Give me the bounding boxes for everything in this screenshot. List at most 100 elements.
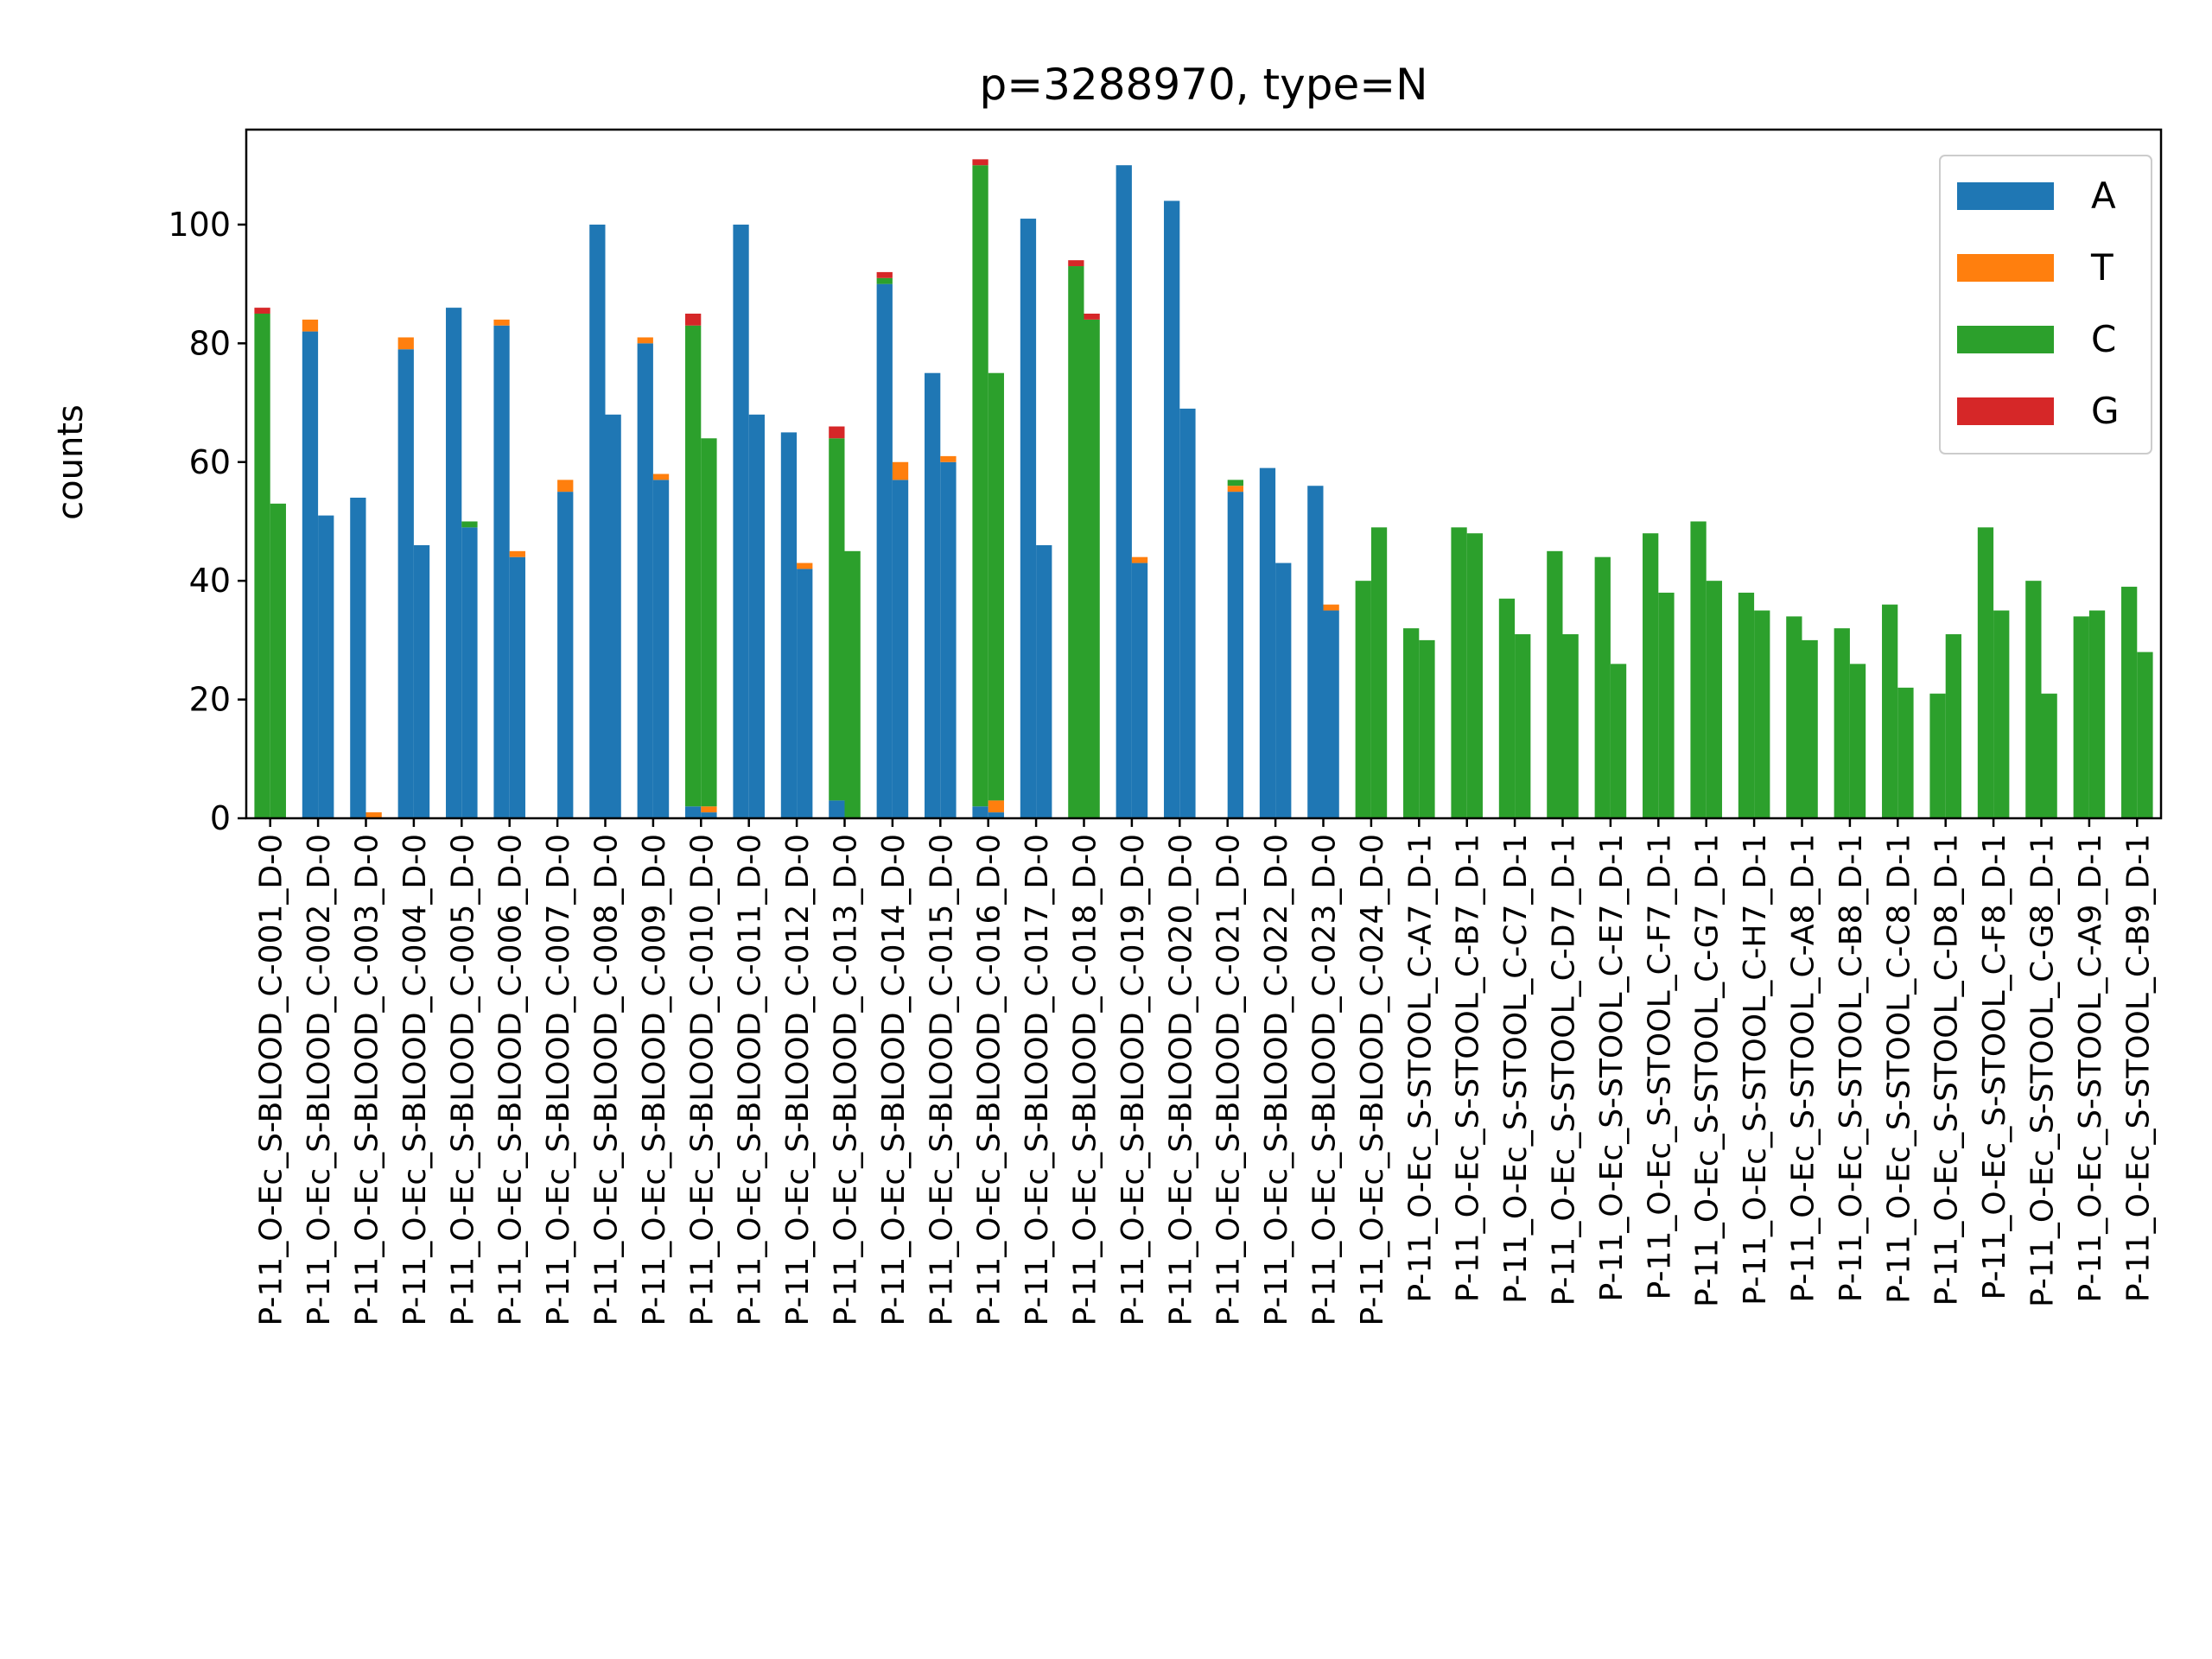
legend-swatch-A [1957,182,2054,210]
y-tick-label: 100 [168,206,231,244]
bar-C-36-2 [1945,634,1961,818]
legend-swatch-G [1957,397,2054,425]
bar-C-13-2 [844,550,861,818]
bar-C-31-2 [1706,581,1722,818]
bar-C-21-2 [1227,480,1243,486]
bar-C-10-2 [701,438,717,807]
y-axis: 0 20 40 60 80 100 [168,206,246,837]
bar-C-16-1 [972,165,988,807]
bar-A-19-2 [1131,563,1148,818]
bar-A-14-1 [876,283,893,818]
bar-C-32-2 [1754,610,1770,818]
bar-A-5-2 [461,527,478,818]
bar-T-7-2 [557,480,574,493]
bar-A-23-2 [1323,610,1339,818]
bar-A-16-2 [988,812,1004,818]
bar-C-40-1 [2121,587,2138,818]
bar-C-37-2 [1993,610,2010,818]
legend-swatch-C [1957,326,2054,353]
bar-A-15-1 [925,372,941,818]
bar-T-16-2 [988,800,1004,813]
x-tick-label: P-11_O-Ec_S-BLOOD_C-021_D-0 [1211,834,1247,1325]
x-tick-label: P-11_O-Ec_S-BLOOD_C-001_D-0 [254,834,289,1325]
x-tick-label: P-11_O-Ec_S-BLOOD_C-011_D-0 [733,834,768,1325]
bar-A-4-1 [397,349,414,819]
bar-A-10-1 [685,806,702,818]
x-tick-label: P-11_O-Ec_S-BLOOD_C-010_D-0 [684,834,720,1325]
x-tick-label: P-11_O-Ec_S-STOOL_C-D7_D-1 [1547,834,1582,1306]
bar-C-24-2 [1370,527,1388,818]
bar-A-16-1 [972,806,988,818]
x-tick-label: P-11_O-Ec_S-BLOOD_C-005_D-0 [445,834,480,1325]
bar-A-17-1 [1020,219,1037,818]
x-tick-label: P-11_O-Ec_S-BLOOD_C-003_D-0 [350,834,385,1325]
bars-layer [254,159,2153,819]
bar-C-27-2 [1515,634,1531,818]
bar-C-33-2 [1802,639,1818,818]
bar-C-18-1 [1068,266,1084,818]
bar-A-8-2 [605,414,621,818]
bar-A-19-1 [1116,165,1132,819]
x-tick-label: P-11_O-Ec_S-BLOOD_C-019_D-0 [1116,834,1151,1325]
x-tick-label: P-11_O-Ec_S-STOOL_C-B9_D-1 [2120,834,2156,1302]
bar-T-9-2 [652,474,670,480]
bar-G-14-1 [876,271,893,278]
bar-A-13-1 [829,800,845,818]
bar-A-21-2 [1227,492,1243,818]
bar-C-38-1 [2025,581,2042,818]
bar-A-6-1 [493,325,510,819]
bar-T-6-2 [509,550,525,557]
x-tick-label: P-11_O-Ec_S-STOOL_C-B8_D-1 [1834,834,1869,1302]
x-tick-label: P-11_O-Ec_S-STOOL_C-B7_D-1 [1451,834,1486,1302]
bar-C-18-2 [1084,319,1100,818]
bar-A-10-2 [701,812,717,818]
bar-C-32-1 [1738,592,1755,818]
x-tick-label: P-11_O-Ec_S-BLOOD_C-008_D-0 [589,834,625,1325]
bar-C-25-2 [1419,639,1435,818]
bar-A-2-1 [302,331,319,819]
bar-A-3-1 [350,497,366,818]
bar-A-12-2 [797,569,813,818]
x-tick-label: P-11_O-Ec_S-STOOL_C-F8_D-1 [1977,834,2012,1300]
bar-C-39-2 [2088,610,2106,818]
x-tick-label: P-11_O-Ec_S-BLOOD_C-022_D-0 [1259,834,1294,1325]
bar-C-26-2 [1466,533,1483,818]
bar-A-6-2 [509,556,525,818]
bar-C-38-2 [2041,693,2057,818]
bar-C-31-1 [1690,521,1707,818]
legend-label-G: G [2091,390,2120,432]
y-tick-label: 80 [189,324,231,362]
x-tick-label: P-11_O-Ec_S-STOOL_C-A9_D-1 [2073,834,2108,1302]
bar-C-34-2 [1849,664,1866,818]
legend-label-T: T [2090,246,2113,289]
chart-title: p=3288970, type=N [979,60,1427,110]
y-tick-label: 40 [189,562,231,600]
bar-A-7-2 [557,492,574,818]
x-tick-label: P-11_O-Ec_S-STOOL_C-G8_D-1 [2025,834,2061,1307]
bar-A-12-1 [780,432,798,818]
bar-C-16-2 [988,372,1004,801]
bar-A-20-2 [1179,408,1196,818]
bar-G-10-1 [685,313,702,326]
bar-T-2-1 [302,319,319,332]
bar-G-18-2 [1084,313,1100,320]
x-tick-label: P-11_O-Ec_S-BLOOD_C-018_D-0 [1068,834,1103,1325]
x-tick-label: P-11_O-Ec_S-BLOOD_C-013_D-0 [829,834,864,1325]
bar-A-5-1 [446,308,462,818]
bar-C-1-2 [270,503,286,818]
x-tick-label: P-11_O-Ec_S-STOOL_C-A8_D-1 [1786,834,1821,1302]
bar-T-4-1 [397,337,414,350]
bar-C-10-1 [685,325,702,807]
x-tick-label: P-11_O-Ec_S-BLOOD_C-023_D-0 [1307,834,1343,1325]
bar-A-2-2 [318,515,334,818]
bar-T-23-2 [1323,604,1339,611]
bar-C-39-1 [2073,616,2089,818]
bar-C-29-1 [1594,556,1611,818]
x-tick-label: P-11_O-Ec_S-BLOOD_C-012_D-0 [780,834,816,1325]
bar-A-20-1 [1164,200,1180,818]
bar-T-6-1 [493,319,510,326]
bar-G-18-1 [1068,260,1084,267]
legend-label-C: C [2091,318,2116,360]
bar-T-10-2 [701,806,717,813]
bar-C-33-1 [1786,616,1802,818]
